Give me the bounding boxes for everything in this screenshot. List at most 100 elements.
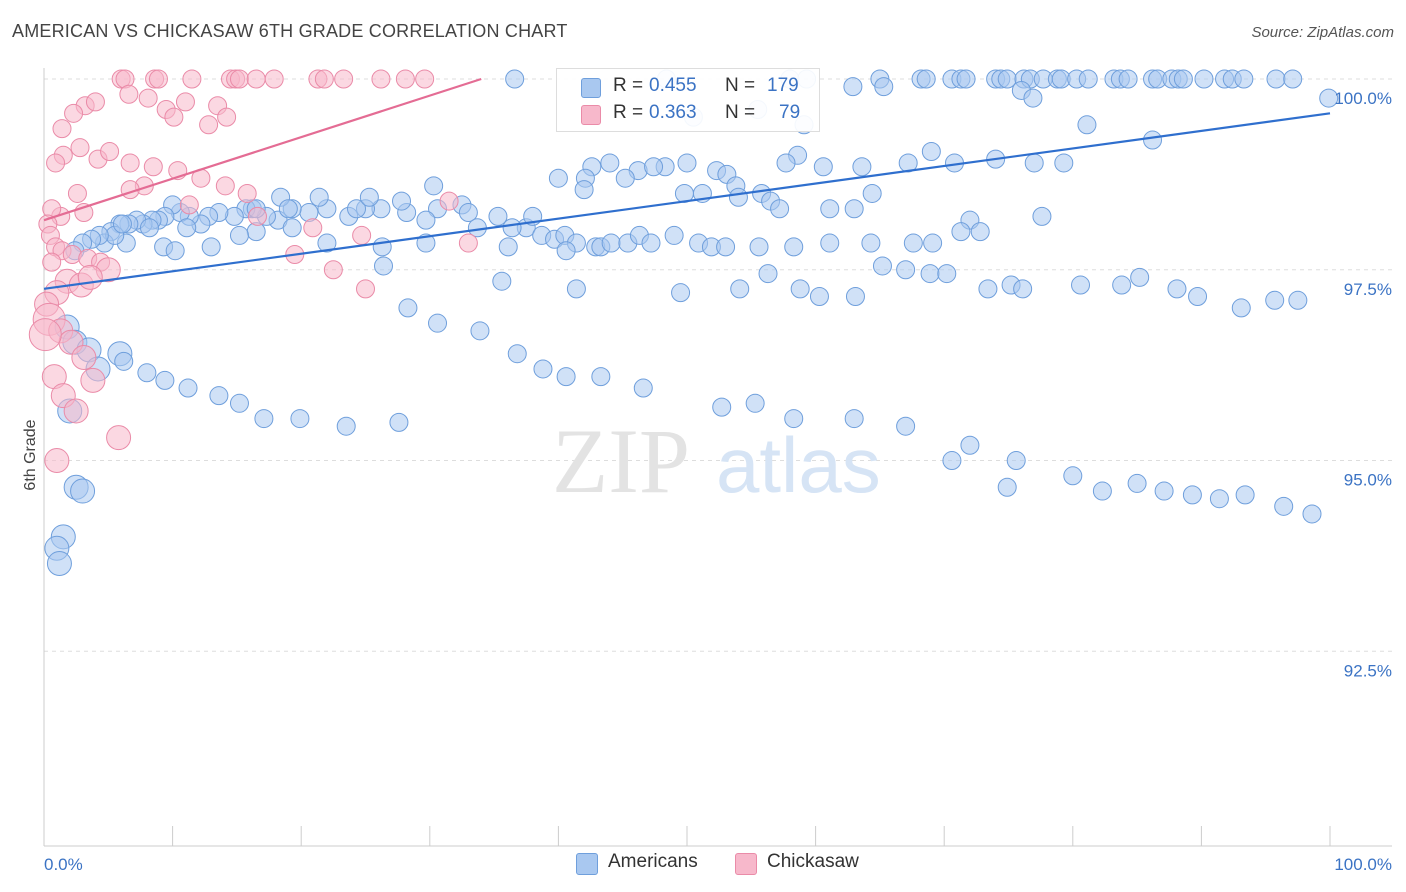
americans-point-170 [790,279,810,299]
americans-point-232 [942,451,962,471]
americans-point-149 [970,222,990,242]
americans-point-124 [424,176,444,196]
americans-point-231 [46,551,72,577]
x-tick-label-0: 0.0% [44,855,83,874]
americans-point-126 [502,218,522,238]
axes [43,68,1392,847]
americans-point-151 [556,241,576,261]
americans-point-63 [615,168,635,188]
n-value: 79 [779,102,801,123]
americans-point-34 [843,77,863,97]
americans-point-201 [960,435,980,455]
y-tick-label-0: 100.0% [1334,89,1392,108]
legend-row-chickasaw: R = 0.363 N = 79 [557,100,819,128]
americans-point-171 [809,286,829,306]
americans-point-223 [290,409,310,429]
americans-point-152 [416,233,436,253]
americans-point-209 [1274,496,1294,516]
americans-point-155 [282,218,302,238]
chickasaw-point-71 [352,225,372,245]
r-label: R = [613,75,644,96]
americans-point-180 [1071,275,1091,295]
americans-point-150 [498,237,518,257]
chickasaw-point-32 [100,141,120,161]
chickasaw-point-8 [246,69,266,89]
americans-point-182 [1130,267,1150,287]
americans-point-188 [398,298,418,318]
chickasaw-point-27 [52,119,72,139]
americans-point-29 [1266,69,1286,89]
americans-point-193 [556,367,576,387]
chickasaw-point-37 [215,176,235,196]
americans-legend-label: Americans [608,851,698,872]
americans-point-78 [488,206,508,226]
americans-point-46 [677,153,697,173]
americans-point-141 [716,237,736,257]
americans-legend-swatch [576,853,598,875]
americans-point-185 [1231,298,1251,318]
americans-point-143 [784,237,804,257]
americans-point-205 [1154,481,1174,501]
americans-point-144 [820,233,840,253]
americans-point-176 [937,264,957,284]
americans-point-81 [458,203,478,223]
americans-point-37 [1319,88,1339,108]
americans-point-58 [813,157,833,177]
trend-lines [43,77,1331,290]
americans-point-177 [978,279,998,299]
americans-point-31 [505,69,525,89]
chickasaw-point-20 [138,88,158,108]
americans-point-222 [254,409,274,429]
chickasaw-point-12 [334,69,354,89]
chickasaw-point-60 [71,345,97,371]
chickasaw-point-15 [415,69,435,89]
chickasaw-point-9 [264,69,284,89]
chickasaw-point-30 [46,153,66,173]
americans-point-138 [664,225,684,245]
americans-point-3 [916,69,936,89]
n-label: N = [725,75,756,96]
americans-point-224 [336,416,356,436]
americans-point-65 [574,180,594,200]
americans-point-204 [1127,473,1147,493]
americans-point-164 [374,256,394,276]
americans-point-198 [784,409,804,429]
americans-point-74 [820,199,840,219]
r-value: 0.363 [649,102,697,123]
y-tick-label-1: 97.5% [1344,280,1392,299]
americans-point-57 [852,157,872,177]
americans-point-163 [165,241,185,261]
chickasaw-point-28 [70,138,90,158]
americans-point-225 [389,412,409,432]
americans-point-228 [70,478,96,504]
correlation-legend: R = 0.455 N = 179 R = 0.363 N = 79 [556,68,820,132]
chickasaw-point-4 [182,69,202,89]
americans-point-197 [745,393,765,413]
americans-point-192 [533,359,553,379]
watermark-atlas: atlas [716,421,881,509]
americans-point-210 [1302,504,1322,524]
americans-point-195 [633,378,653,398]
americans-point-148 [951,222,971,242]
americans-point-169 [758,264,778,284]
chickasaw-point-64 [28,318,62,352]
americans-point-142 [749,237,769,257]
americans-point-147 [923,233,943,253]
americans-point-219 [178,378,198,398]
chickasaw-point-7 [229,69,249,89]
legend-row-americans: R = 0.455 N = 179 [557,73,819,101]
chickasaw-legend-label: Chickasaw [767,851,859,872]
chickasaw-points [28,69,478,474]
watermark-zip: ZIP [552,410,690,512]
americans-point-119 [278,199,298,219]
americans-point-16 [1078,69,1098,89]
americans-point-49 [548,168,568,188]
americans-point-73 [862,183,882,203]
americans-point-181 [1112,275,1132,295]
chickasaw-point-63 [63,398,89,424]
y-tick-label-3: 92.5% [1344,661,1392,680]
americans-point-208 [1235,485,1255,505]
chickasaw-point-75 [356,279,375,299]
chickasaw-point-3 [148,69,168,89]
